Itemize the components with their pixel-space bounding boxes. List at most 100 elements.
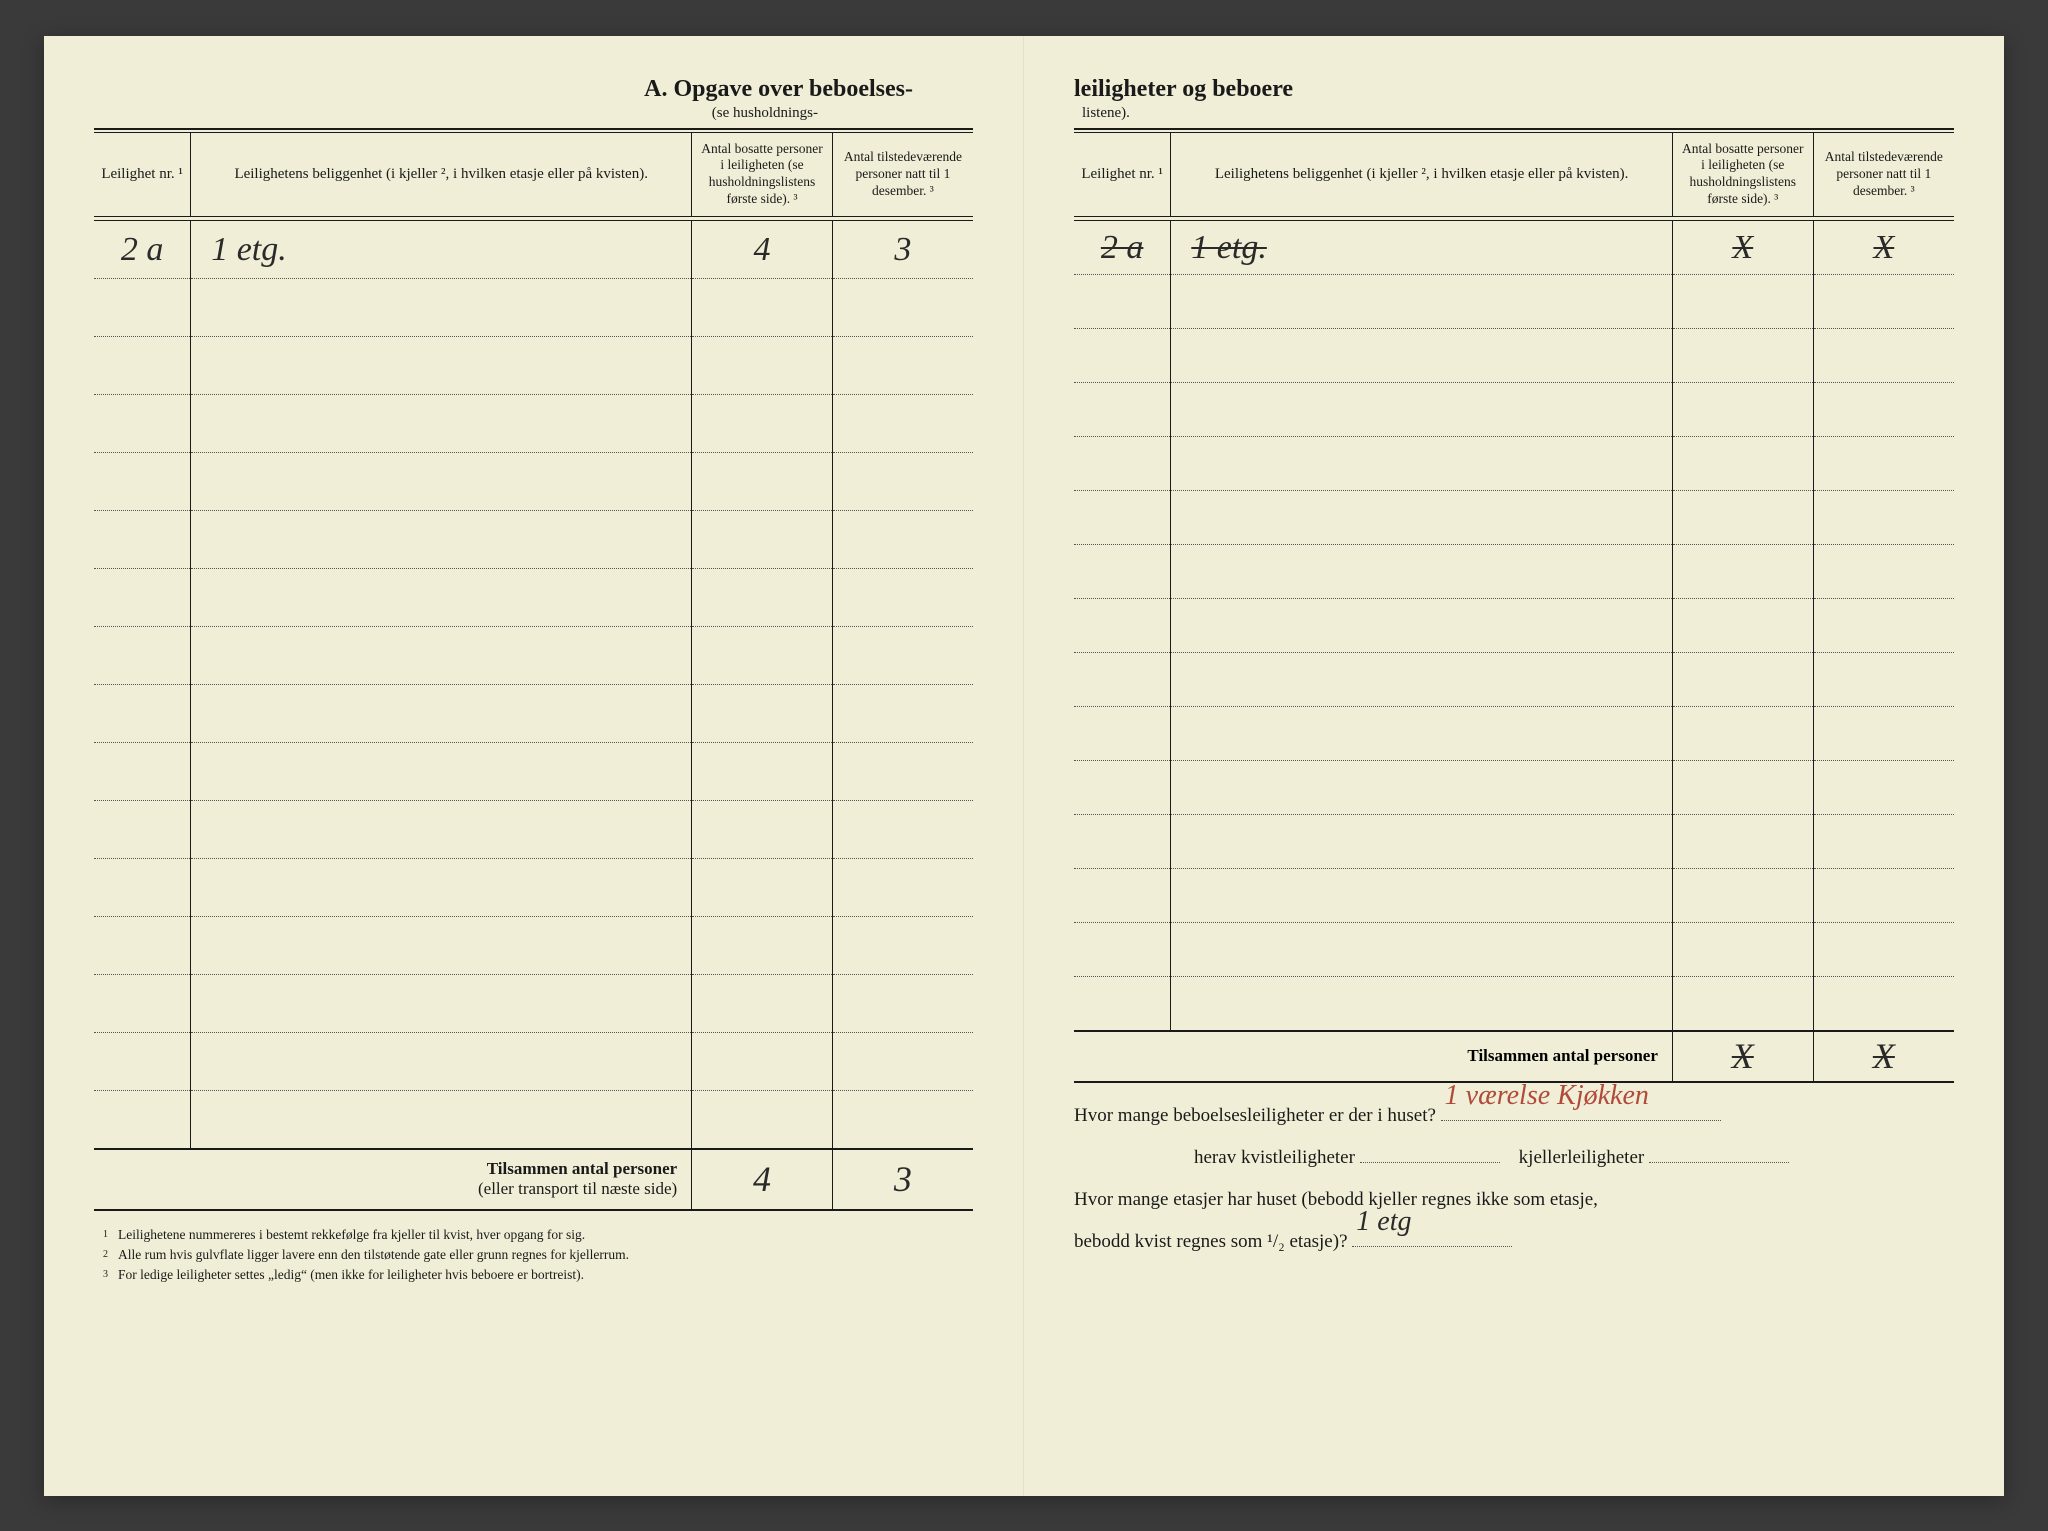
left-total-label: Tilsammen antal personer (eller transpor… bbox=[94, 1149, 692, 1209]
left-cell-nr bbox=[94, 743, 191, 801]
left-cell-loc bbox=[191, 1091, 692, 1149]
left-cell-loc bbox=[191, 743, 692, 801]
left-cell-n2 bbox=[832, 395, 973, 453]
left-cell-n1 bbox=[692, 801, 833, 859]
left-total-n1: 4 bbox=[692, 1149, 833, 1209]
right-cell-n1 bbox=[1672, 437, 1813, 491]
q2b-text: kjellerleiligheter bbox=[1519, 1147, 1645, 1168]
left-cell-loc bbox=[191, 511, 692, 569]
right-cell-nr bbox=[1074, 491, 1171, 545]
left-subtitle: (se husholdnings- bbox=[94, 105, 973, 122]
right-cell-n2 bbox=[1813, 869, 1954, 923]
left-cell-loc bbox=[191, 975, 692, 1033]
right-cell-loc bbox=[1171, 653, 1673, 707]
table-row bbox=[1074, 545, 1954, 599]
right-cell-n2 bbox=[1813, 707, 1954, 761]
table-row bbox=[1074, 599, 1954, 653]
left-cell-loc bbox=[191, 279, 692, 337]
table-row bbox=[1074, 869, 1954, 923]
left-cell-n2 bbox=[832, 859, 973, 917]
col-header-loc: Leilighetens beliggenhet (i kjeller ², i… bbox=[1171, 133, 1673, 217]
right-cell-n1 bbox=[1672, 815, 1813, 869]
left-cell-n2: 3 bbox=[832, 221, 973, 279]
right-cell-loc bbox=[1171, 869, 1673, 923]
q1-text: Hvor mange beboelsesleiligheter er der i… bbox=[1074, 1105, 1436, 1126]
left-cell-loc: 1 etg. bbox=[191, 221, 692, 279]
left-cell-n1 bbox=[692, 685, 833, 743]
right-cell-nr bbox=[1074, 869, 1171, 923]
right-cell-nr bbox=[1074, 329, 1171, 383]
right-cell-nr bbox=[1074, 437, 1171, 491]
q3-blank: 1 etg bbox=[1352, 1226, 1512, 1247]
right-cell-loc: 1 etg. bbox=[1171, 221, 1673, 275]
left-cell-n1 bbox=[692, 453, 833, 511]
table-row bbox=[94, 337, 973, 395]
form-spread: A. Opgave over beboelses- (se husholdnin… bbox=[44, 36, 2004, 1496]
left-cell-n2 bbox=[832, 975, 973, 1033]
left-cell-nr bbox=[94, 1033, 191, 1091]
left-cell-nr bbox=[94, 859, 191, 917]
left-cell-loc bbox=[191, 1033, 692, 1091]
left-cell-loc bbox=[191, 395, 692, 453]
left-cell-nr bbox=[94, 395, 191, 453]
right-cell-n2 bbox=[1813, 761, 1954, 815]
left-cell-loc bbox=[191, 337, 692, 395]
right-cell-nr bbox=[1074, 761, 1171, 815]
left-cell-n2 bbox=[832, 685, 973, 743]
left-cell-nr bbox=[94, 1091, 191, 1149]
left-cell-n1 bbox=[692, 859, 833, 917]
right-cell-nr bbox=[1074, 545, 1171, 599]
table-row bbox=[94, 569, 973, 627]
q2a-text: herav kvistleiligheter bbox=[1194, 1147, 1355, 1168]
total-label-sub: (eller transport til næste side) bbox=[478, 1179, 677, 1198]
right-cell-loc bbox=[1171, 383, 1673, 437]
left-cell-n2 bbox=[832, 569, 973, 627]
right-title: leiligheter og beboere bbox=[1074, 76, 1954, 103]
right-cell-loc bbox=[1171, 599, 1673, 653]
q3-line1: Hvor mange etasjer har huset (bebodd kje… bbox=[1074, 1181, 1954, 1219]
footnotes: 1Leilighetene nummereres i bestemt rekke… bbox=[94, 1225, 973, 1286]
col-header-n2: Antal tilstedeværende personer natt til … bbox=[1813, 133, 1954, 217]
right-cell-loc bbox=[1171, 329, 1673, 383]
right-table: Leilighet nr. ¹ Leilighetens beliggenhet… bbox=[1074, 133, 1954, 1081]
left-cell-n2 bbox=[832, 511, 973, 569]
left-cell-n2 bbox=[832, 337, 973, 395]
left-cell-n1 bbox=[692, 569, 833, 627]
q2a-blank bbox=[1360, 1142, 1500, 1163]
right-cell-loc bbox=[1171, 977, 1673, 1031]
right-cell-nr bbox=[1074, 923, 1171, 977]
table-row bbox=[94, 685, 973, 743]
left-cell-nr bbox=[94, 975, 191, 1033]
right-cell-nr bbox=[1074, 383, 1171, 437]
left-cell-nr bbox=[94, 511, 191, 569]
left-cell-n2 bbox=[832, 279, 973, 337]
left-cell-n1 bbox=[692, 337, 833, 395]
col-header-nr: Leilighet nr. ¹ bbox=[94, 133, 191, 217]
left-cell-n2 bbox=[832, 917, 973, 975]
col-header-n1: Antal bosatte personer i leiligheten (se… bbox=[692, 133, 833, 217]
right-cell-n2 bbox=[1813, 815, 1954, 869]
left-cell-n1 bbox=[692, 627, 833, 685]
hr bbox=[94, 1209, 973, 1211]
col-header-loc: Leilighetens beliggenhet (i kjeller ², i… bbox=[191, 133, 692, 217]
left-cell-n1 bbox=[692, 1033, 833, 1091]
right-cell-n1 bbox=[1672, 329, 1813, 383]
right-cell-loc bbox=[1171, 275, 1673, 329]
left-cell-nr bbox=[94, 337, 191, 395]
right-cell-nr bbox=[1074, 275, 1171, 329]
table-row bbox=[1074, 329, 1954, 383]
left-cell-nr bbox=[94, 627, 191, 685]
right-cell-n1 bbox=[1672, 491, 1813, 545]
total-label-bold: Tilsammen antal personer bbox=[487, 1159, 677, 1178]
col-header-n2: Antal tilstedeværende personer natt til … bbox=[832, 133, 973, 217]
left-page: A. Opgave over beboelses- (se husholdnin… bbox=[44, 36, 1024, 1496]
right-cell-n2: X bbox=[1813, 221, 1954, 275]
table-row bbox=[1074, 977, 1954, 1031]
left-cell-nr bbox=[94, 279, 191, 337]
q3-answer: 1 etg bbox=[1356, 1194, 1411, 1250]
right-cell-loc bbox=[1171, 545, 1673, 599]
table-row bbox=[1074, 923, 1954, 977]
right-cell-n1: X bbox=[1672, 221, 1813, 275]
right-cell-nr bbox=[1074, 977, 1171, 1031]
left-cell-loc bbox=[191, 685, 692, 743]
